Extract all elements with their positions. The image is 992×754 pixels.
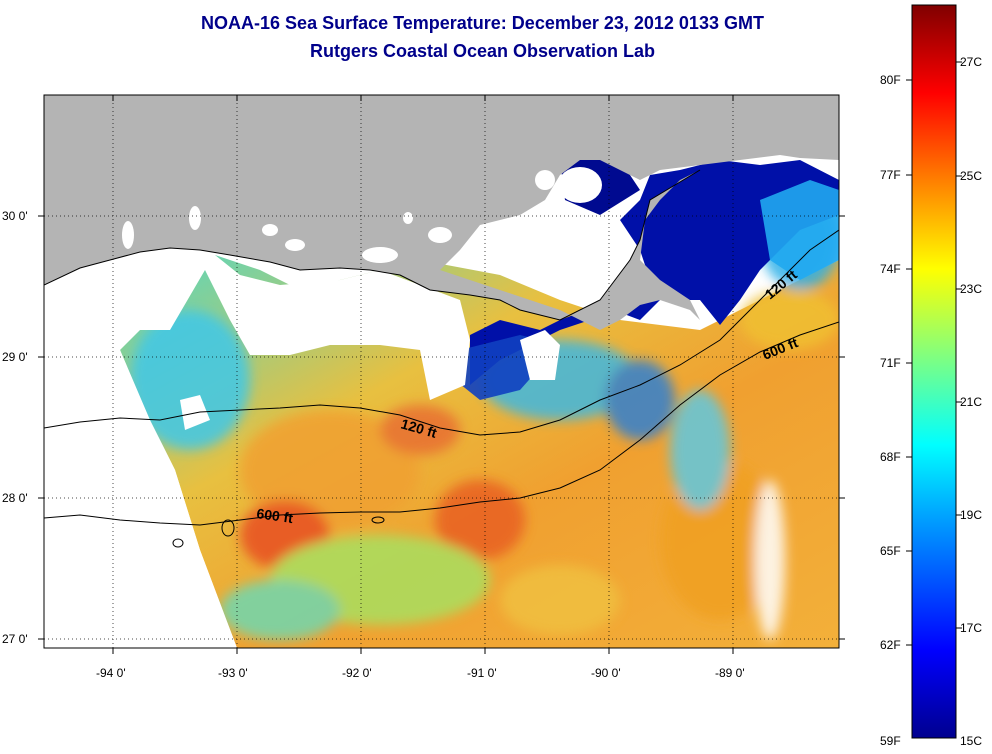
colorbar-f-label: 62F xyxy=(880,638,901,652)
cloud-area xyxy=(44,248,470,648)
colorbar-c-label: 19C xyxy=(960,508,983,522)
lon-label: -91 0' xyxy=(467,666,497,680)
lat-label: 27 0' xyxy=(2,632,28,646)
colorbar-f-label: 59F xyxy=(880,734,901,748)
colorbar-c-label: 15C xyxy=(960,734,983,748)
chart-subtitle: Rutgers Coastal Ocean Observation Lab xyxy=(309,41,656,61)
colorbar-c-label: 27C xyxy=(960,55,983,69)
colorbar-f-label: 74F xyxy=(880,262,901,276)
colorbar-f-label: 71F xyxy=(880,356,901,370)
isobath-120ft xyxy=(44,229,839,436)
lon-label: -92 0' xyxy=(342,666,372,680)
frame-ticks xyxy=(38,95,845,654)
coastline xyxy=(44,169,701,321)
land-mass xyxy=(44,95,839,330)
colorbar-c-label: 21C xyxy=(960,395,983,409)
colorbar-f-label: 65F xyxy=(880,544,901,558)
lon-label: -93 0' xyxy=(218,666,248,680)
lat-label: 29 0' xyxy=(2,350,28,364)
colorbar-f-label: 68F xyxy=(880,450,901,464)
isobath-600ft xyxy=(44,321,839,526)
colorbar-f-label: 77F xyxy=(880,168,901,182)
colorbar xyxy=(911,4,957,739)
graticule xyxy=(44,95,839,648)
colorbar-f-label: 80F xyxy=(880,73,901,87)
lon-label: -90 0' xyxy=(591,666,621,680)
colorbar-c-label: 17C xyxy=(960,621,983,635)
lat-label: 30 0' xyxy=(2,209,28,223)
lon-label: -94 0' xyxy=(96,666,126,680)
chart-title: NOAA-16 Sea Surface Temperature: Decembe… xyxy=(201,13,764,33)
cold-coastal-water xyxy=(470,160,839,385)
colorbar-c-label: 25C xyxy=(960,169,983,183)
lat-label: 28 0' xyxy=(2,491,28,505)
lon-label: -89 0' xyxy=(715,666,745,680)
isobath-label: 600 ft xyxy=(256,505,295,526)
inland-lakes xyxy=(122,167,602,263)
colorbar-c-label: 23C xyxy=(960,282,983,296)
